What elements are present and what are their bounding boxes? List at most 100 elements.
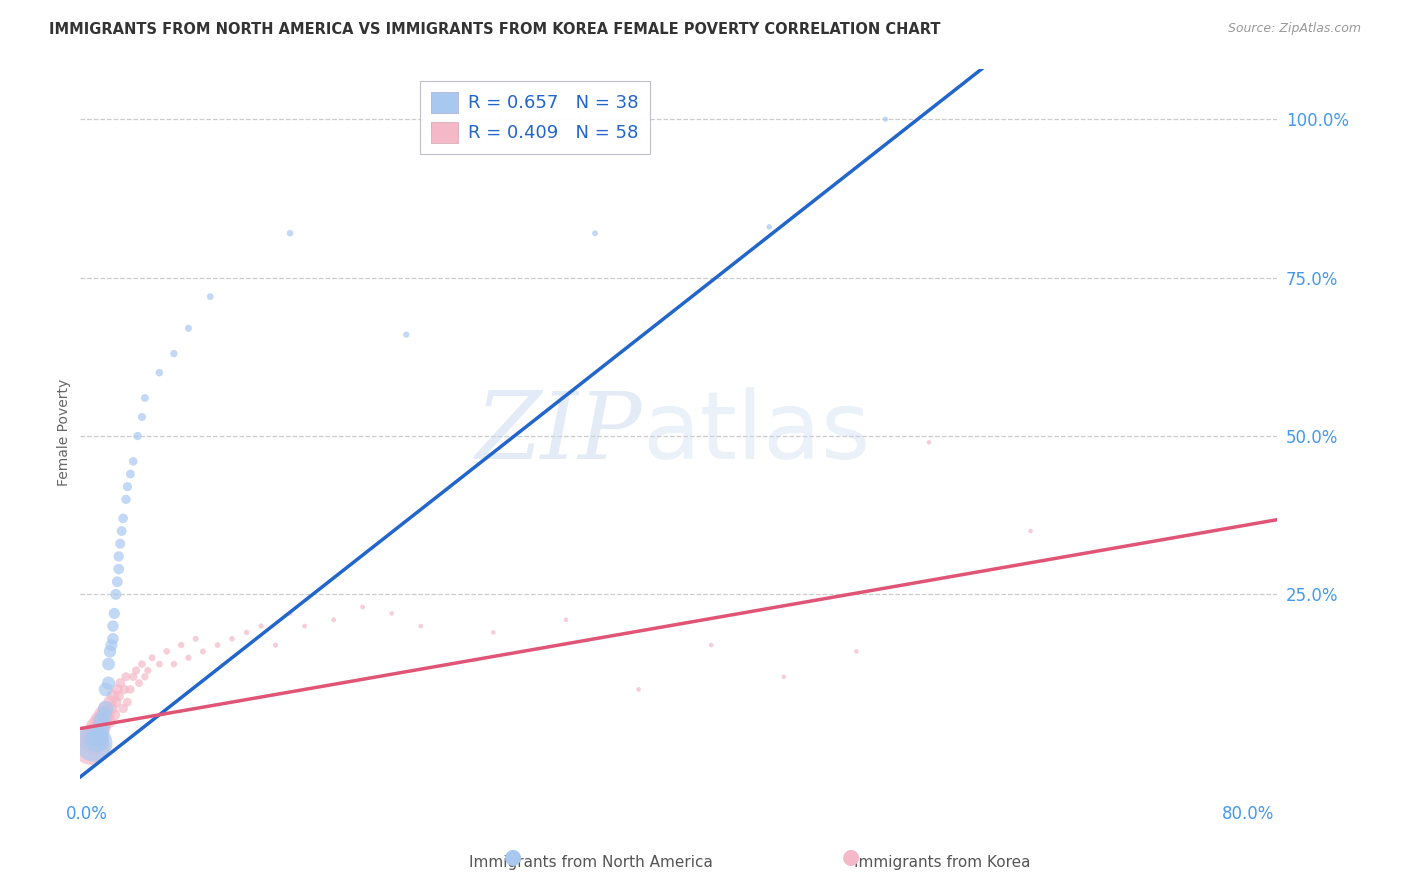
Point [322,613,344,627]
Point [90,721,112,735]
Point [278,607,301,621]
Text: Immigrants from North America: Immigrants from North America [468,855,713,870]
Point [177,650,200,665]
Point [83,736,105,750]
Point [278,226,301,240]
Point [105,682,128,697]
Point [758,219,780,234]
Point [221,632,243,646]
Point [184,632,207,646]
Point [120,467,142,481]
Point [100,701,122,715]
Point [107,689,129,703]
Point [875,112,897,127]
Point [1019,524,1042,538]
Point [207,638,229,652]
Legend: R = 0.657   N = 38, R = 0.409   N = 58: R = 0.657 N = 38, R = 0.409 N = 58 [420,81,650,153]
Point [170,638,193,652]
Point [108,676,131,690]
Point [107,549,129,564]
Point [97,676,120,690]
Point [148,366,170,380]
Text: IMMIGRANTS FROM NORTH AMERICA VS IMMIGRANTS FROM KOREA FEMALE POVERTY CORRELATIO: IMMIGRANTS FROM NORTH AMERICA VS IMMIGRA… [49,22,941,37]
Point [134,670,156,684]
Point [122,670,145,684]
Text: Source: ZipAtlas.com: Source: ZipAtlas.com [1227,22,1361,36]
Point [90,714,112,728]
Point [101,632,124,646]
Point [86,733,108,747]
Point [395,327,418,342]
Point [845,644,868,658]
Point [156,644,179,658]
Point [235,625,257,640]
Point [700,638,723,652]
Point [100,638,122,652]
Point [80,739,103,754]
Text: ●: ● [505,847,522,867]
Point [93,714,115,728]
Point [250,619,273,633]
Point [200,290,222,304]
Point [125,664,148,678]
Point [103,707,125,722]
Point [127,429,149,443]
Point [772,670,794,684]
Point [97,714,120,728]
Point [115,670,138,684]
Point [141,650,163,665]
Point [98,695,121,709]
Text: ●: ● [842,847,859,867]
Point [148,657,170,671]
Point [94,701,117,715]
Point [87,727,110,741]
Text: atlas: atlas [643,387,870,479]
Text: ZIP: ZIP [477,388,643,478]
Point [555,613,578,627]
Point [94,701,117,715]
Point [104,695,127,709]
Point [86,721,108,735]
Point [117,480,139,494]
Point [89,714,111,728]
Point [122,454,145,468]
Point [131,657,153,671]
Point [98,644,121,658]
Point [105,574,128,589]
Point [117,695,139,709]
Point [120,682,142,697]
Y-axis label: Female Poverty: Female Poverty [58,379,72,486]
Point [627,682,650,697]
Text: Immigrants from Korea: Immigrants from Korea [853,855,1031,870]
Point [163,346,186,360]
Point [104,587,127,601]
Point [264,638,287,652]
Point [112,511,135,525]
Point [101,619,124,633]
Point [131,409,153,424]
Point [381,607,404,621]
Point [93,707,115,722]
Point [918,435,941,450]
Point [91,707,114,722]
Point [83,733,105,747]
Point [112,701,135,715]
Point [107,562,129,576]
Point [409,619,432,633]
Point [90,721,112,735]
Point [94,682,117,697]
Point [134,391,156,405]
Point [96,707,118,722]
Point [97,657,120,671]
Point [136,664,159,678]
Point [294,619,316,633]
Point [115,492,138,507]
Point [583,226,606,240]
Point [87,730,110,744]
Point [84,727,107,741]
Point [482,625,505,640]
Point [163,657,186,671]
Point [108,537,131,551]
Point [111,524,134,538]
Point [128,676,150,690]
